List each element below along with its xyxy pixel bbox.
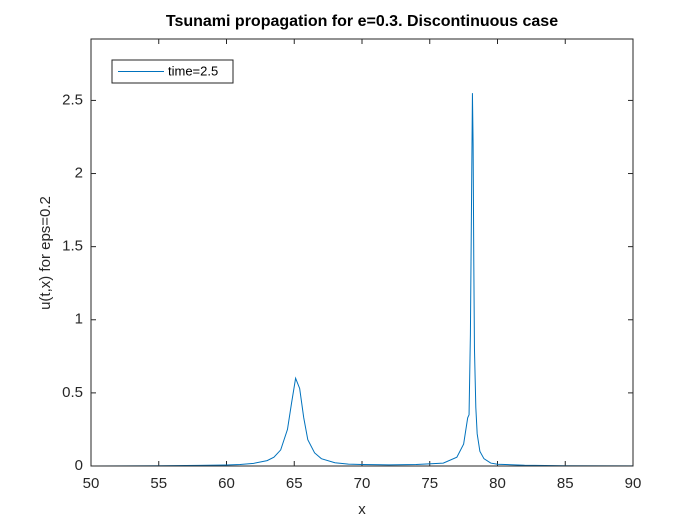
line: [90, 93, 634, 467]
y-axis-label: u(t,x) for eps=0.2: [37, 196, 54, 310]
x-axis-label: x: [358, 501, 366, 518]
y-tick-label: 2: [75, 165, 83, 182]
x-tick-label: 55: [150, 475, 167, 492]
x-tick-label: 85: [557, 475, 574, 492]
x-tick-label: 90: [625, 475, 642, 492]
x-tick-label: 70: [354, 475, 371, 492]
x-tick-label: 75: [421, 475, 438, 492]
chart-title: Tsunami propagation for e=0.3. Discontin…: [166, 13, 558, 30]
legend-label: time=2.5: [168, 63, 218, 78]
x-tick-label: 65: [286, 475, 303, 492]
x-tick-label: 60: [218, 475, 235, 492]
x-tick-label: 50: [83, 475, 100, 492]
y-tick-label: 0: [75, 457, 83, 474]
y-tick-label: 1: [75, 311, 83, 328]
y-tick-label: 0.5: [62, 384, 83, 401]
x-tick-label: 80: [489, 475, 506, 492]
legend-box: [111, 59, 234, 84]
y-tick-label: 1.5: [62, 238, 83, 255]
axes-box: [90, 38, 634, 467]
y-tick-label: 2.5: [62, 91, 83, 108]
